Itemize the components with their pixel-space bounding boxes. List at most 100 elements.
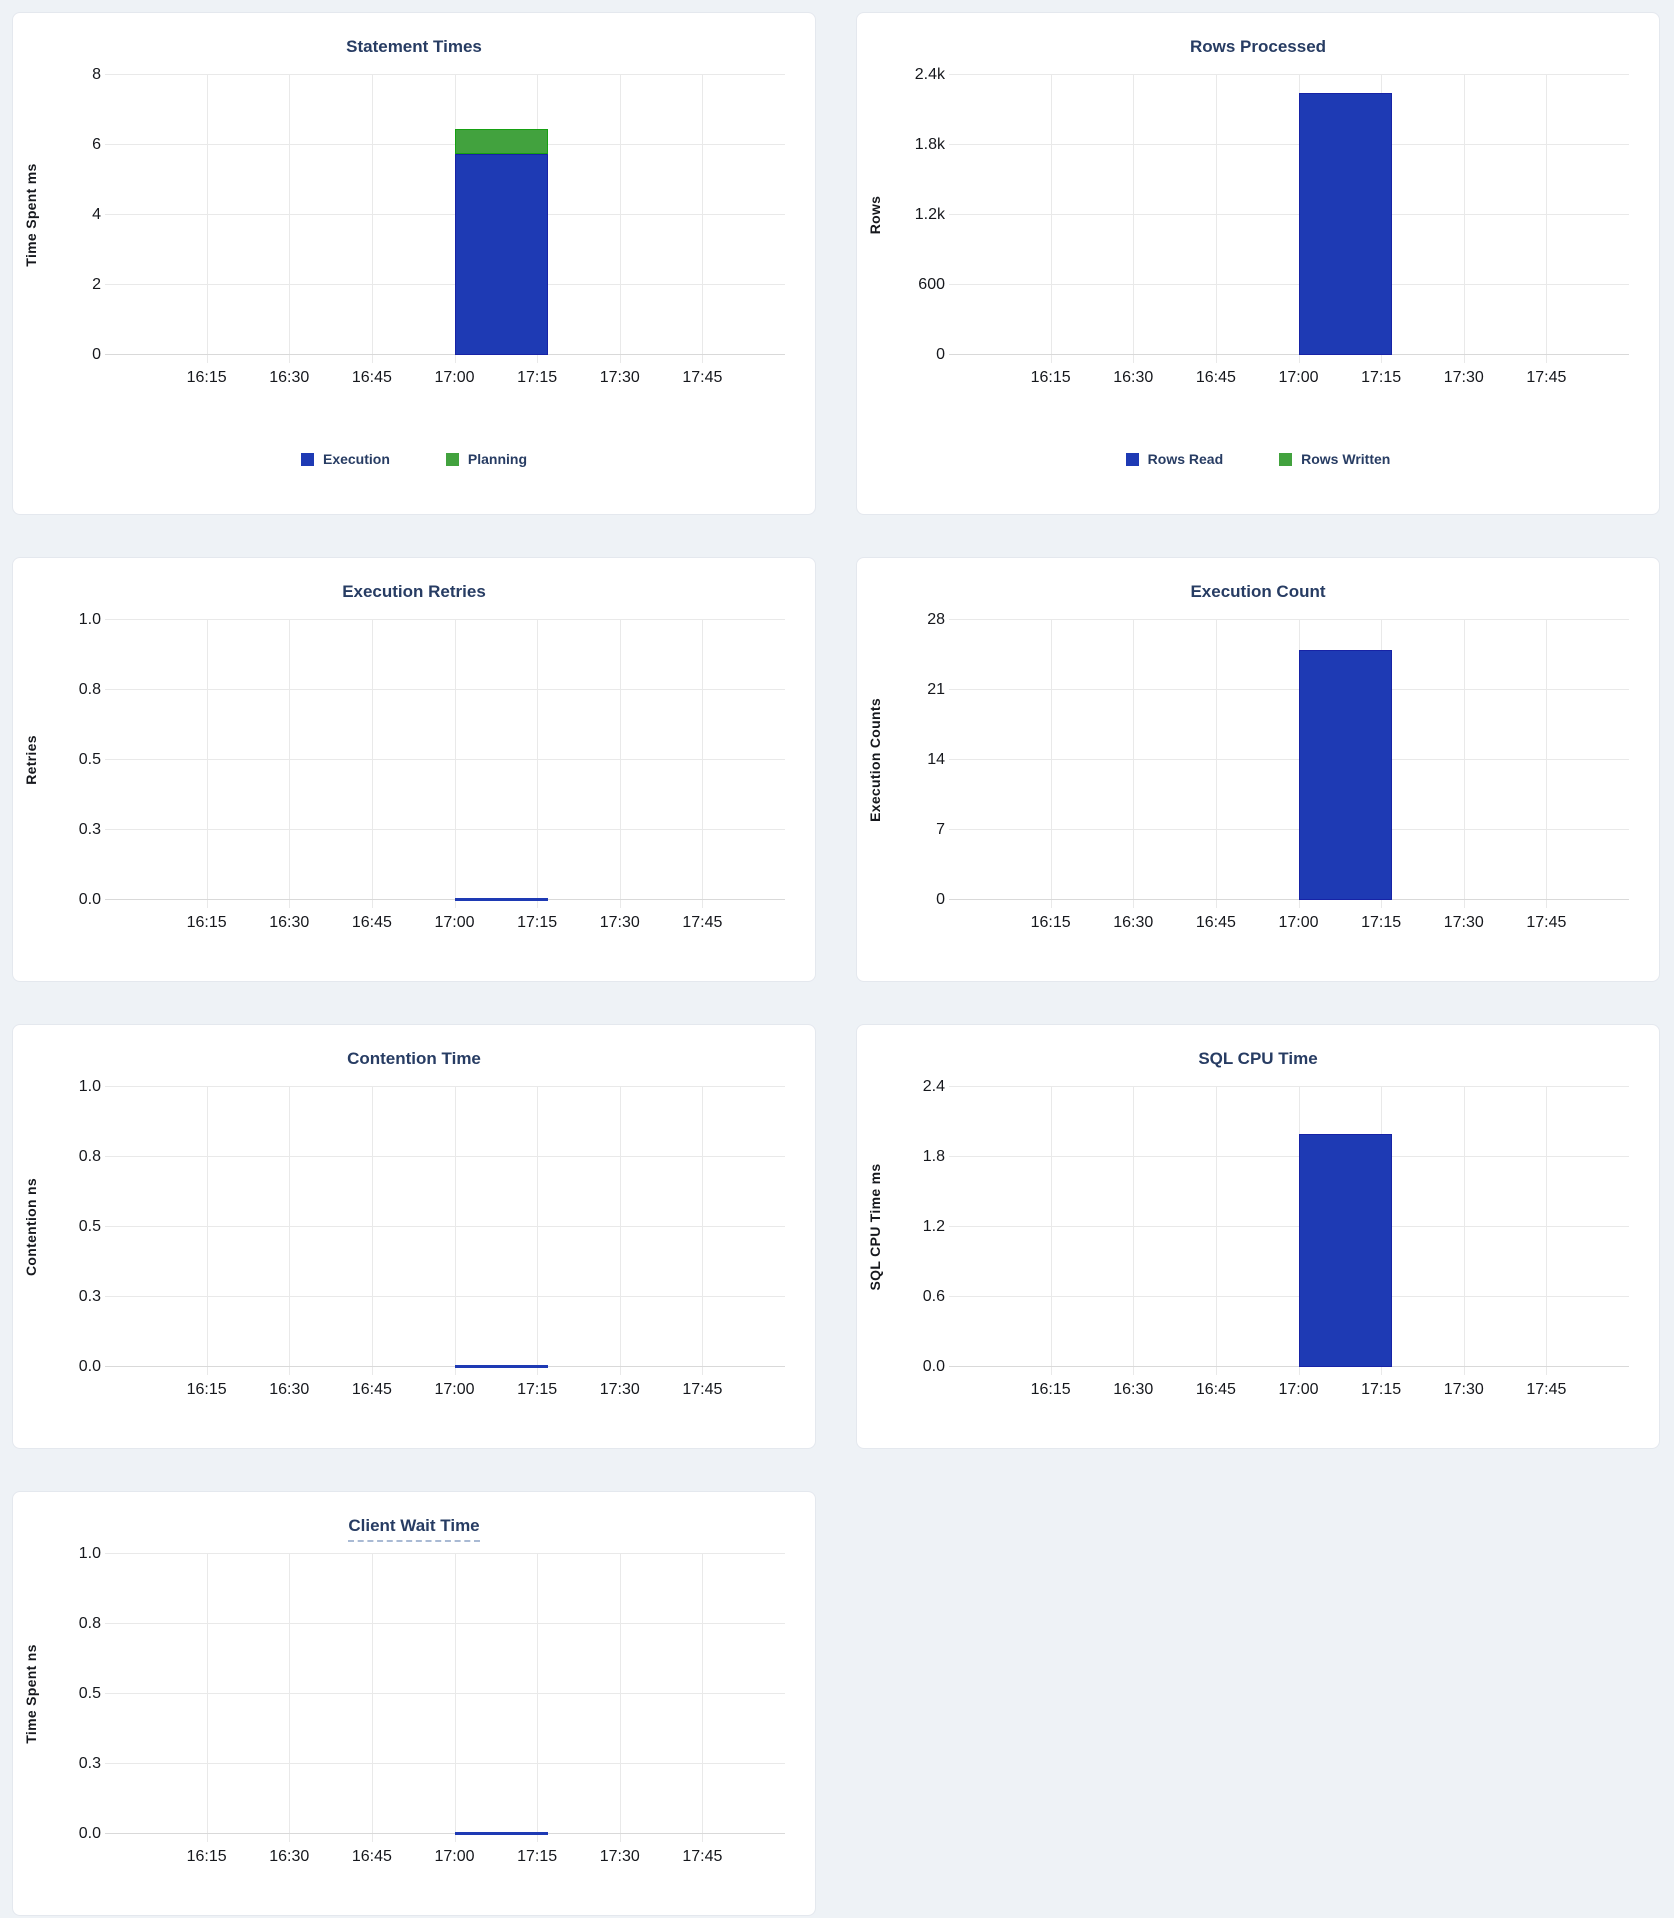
y-axis-tick-label: 0.5 (78, 1218, 101, 1235)
x-axis-tick-label: 17:45 (1526, 914, 1567, 931)
gridline-vertical (371, 75, 373, 363)
y-axis-tick-label: 0.8 (78, 1148, 101, 1165)
bar-segment-sql-cpu-time[interactable] (1298, 1133, 1393, 1367)
y-axis-title: SQL CPU Time ms (857, 1087, 893, 1367)
gridline-horizontal (949, 619, 1629, 620)
gridline-vertical (206, 1087, 208, 1375)
chart-title-contention-time: Contention Time (347, 1049, 481, 1068)
gridline-horizontal (105, 214, 785, 215)
gridline-horizontal (105, 1086, 785, 1087)
y-axis-tick-label: 1.2 (922, 1218, 945, 1235)
gridline-horizontal (949, 144, 1629, 145)
y-axis-title-text: Execution Counts (867, 698, 883, 822)
chart-body: Execution Counts 0 7 14 21 28 16:15 16:30 16:45 1… (857, 611, 1659, 934)
gridline-horizontal (949, 214, 1629, 215)
gridline-horizontal (105, 1296, 785, 1297)
chart-title-client-wait-time[interactable]: Client Wait Time (348, 1516, 480, 1542)
gridline-vertical (371, 1554, 373, 1842)
y-axis-title-text: Time Spent ns (23, 1644, 39, 1744)
y-axis-tick-label: 2.4k (914, 66, 945, 83)
y-axis-ticks: 0 2 4 6 8 (49, 66, 113, 363)
chart-title-row: Client Wait Time (13, 1516, 815, 1542)
gridline-horizontal (949, 74, 1629, 75)
plot-column: 16:15 16:30 16:45 17:00 17:15 17:30 17:45 (949, 74, 1629, 389)
x-axis-tick-label: 17:30 (599, 1848, 640, 1865)
x-axis-tick-label: 16:45 (351, 1848, 392, 1865)
y-axis-tick-label: 0.3 (78, 821, 101, 838)
gridline-vertical (1215, 1087, 1217, 1375)
bar-execution-count[interactable] (1298, 650, 1393, 900)
chart-card-sql-cpu-time: SQL CPU Time SQL CPU Time ms 0.0 0.6 1.2 1.8 2… (856, 1024, 1660, 1449)
gridline-vertical (371, 1087, 373, 1375)
bar-segment-rows-read[interactable] (1298, 92, 1393, 355)
gridline-vertical (206, 1554, 208, 1842)
gridline-vertical (619, 620, 621, 908)
zero-value-bar-execution-retries[interactable] (454, 898, 549, 901)
bar-segment-execution[interactable] (454, 153, 549, 355)
y-axis-tick-label: 0.0 (78, 891, 101, 908)
plot-area (105, 1086, 785, 1375)
y-axis-tick-label: 6 (92, 136, 101, 153)
gridline-horizontal (105, 689, 785, 690)
gridline-vertical (289, 1087, 291, 1375)
y-axis-tick-label: 0 (92, 346, 101, 363)
gridline-vertical (1546, 620, 1548, 908)
y-axis-title: Rows (857, 75, 893, 355)
plot-column: 16:15 16:30 16:45 17:00 17:15 17:30 17:45 (105, 74, 785, 389)
chart-card-statement-times: Statement Times Time Spent ms 0 2 4 6 8 16:15 16… (12, 12, 816, 515)
zero-value-bar-client-wait-time[interactable] (454, 1832, 549, 1835)
x-axis-tick-label: 17:00 (434, 1381, 475, 1398)
x-axis-baseline (105, 899, 785, 900)
x-axis-baseline (105, 1833, 785, 1834)
y-axis-title: Time Spent ns (13, 1554, 49, 1834)
plot-column: 16:15 16:30 16:45 17:00 17:15 17:30 17:45 (949, 1086, 1629, 1401)
x-axis-tick-label: 16:30 (1113, 914, 1154, 931)
bar-rows-processed[interactable] (1298, 92, 1393, 355)
chart-card-rows-processed: Rows Processed Rows 0 600 1.2k 1.8k 2.4k 16:15 1… (856, 12, 1660, 515)
gridline-vertical (206, 75, 208, 363)
zero-value-bar-contention-time[interactable] (454, 1365, 549, 1368)
y-axis-tick-label: 1.0 (78, 1545, 101, 1562)
x-axis-tick-label: 17:45 (682, 369, 723, 386)
gridline-vertical (702, 1554, 704, 1842)
x-axis-tick-label: 16:45 (1195, 1381, 1236, 1398)
y-axis-tick-label: 1.8 (922, 1148, 945, 1165)
y-axis-tick-label: 1.0 (78, 1078, 101, 1095)
gridline-horizontal (949, 284, 1629, 285)
plot-column: 16:15 16:30 16:45 17:00 17:15 17:30 17:45 (105, 619, 785, 934)
plot-column: 16:15 16:30 16:45 17:00 17:15 17:30 17:45 (105, 1086, 785, 1401)
x-axis-tick-label: 17:45 (682, 1848, 723, 1865)
gridline-vertical (289, 620, 291, 908)
chart-body: Contention ns 0.0 0.3 0.5 0.8 1.0 16:15 16:30 16… (13, 1078, 815, 1401)
x-axis-baseline (949, 354, 1629, 355)
x-axis-tick-label: 16:30 (269, 914, 310, 931)
y-axis-tick-label: 0.0 (922, 1358, 945, 1375)
gridline-vertical (537, 620, 539, 908)
gridline-horizontal (105, 1553, 785, 1554)
bar-sql-cpu-time[interactable] (1298, 1133, 1393, 1367)
y-axis-tick-label: 0 (936, 891, 945, 908)
gridline-vertical (619, 1087, 621, 1375)
chart-card-client-wait-time: Client Wait Time Time Spent ns 0.0 0.3 0.5 0.… (12, 1491, 816, 1916)
bar-segment-execution-count[interactable] (1298, 650, 1393, 900)
x-axis-tick-label: 17:00 (1278, 914, 1319, 931)
x-axis-tick-label: 16:45 (351, 369, 392, 386)
gridline-horizontal (949, 1296, 1629, 1297)
chart-title-rows-processed: Rows Processed (1189, 37, 1327, 56)
legend: Rows Read Rows Written (857, 451, 1659, 467)
x-axis-tick-label: 17:45 (682, 914, 723, 931)
gridline-vertical (1546, 75, 1548, 363)
bar-statement-times[interactable] (454, 129, 549, 355)
x-axis-tick-label: 17:30 (599, 369, 640, 386)
x-axis-ticks: 16:15 16:30 16:45 17:00 17:15 17:30 17:45 (957, 1381, 1629, 1401)
chart-card-contention-time: Contention Time Contention ns 0.0 0.3 0.5 0.8… (12, 1024, 816, 1449)
gridline-vertical (702, 620, 704, 908)
legend-label: Planning (467, 451, 528, 467)
x-axis-ticks: 16:15 16:30 16:45 17:00 17:15 17:30 17:45 (113, 1381, 785, 1401)
legend-item-execution: Execution (300, 451, 390, 467)
x-axis-tick-label: 17:00 (1278, 369, 1319, 386)
x-axis-tick-label: 17:15 (1361, 369, 1402, 386)
x-axis-tick-label: 17:30 (1443, 369, 1484, 386)
bar-segment-planning[interactable] (454, 129, 549, 154)
x-axis-tick-label: 16:45 (351, 1381, 392, 1398)
